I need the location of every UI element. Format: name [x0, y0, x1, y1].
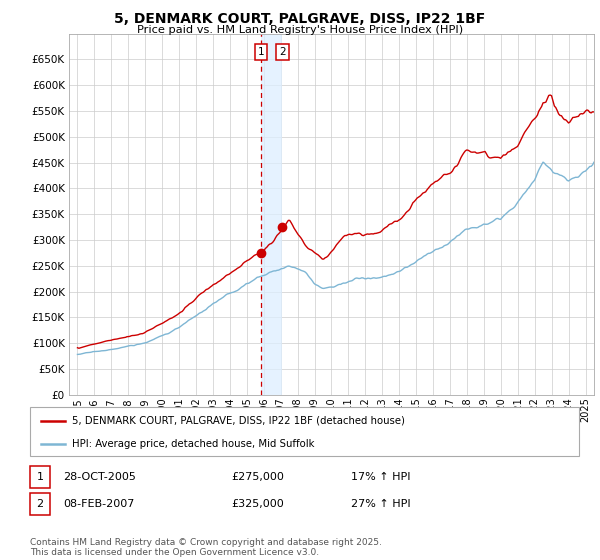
- Text: 1: 1: [37, 472, 43, 482]
- Text: 2: 2: [37, 499, 43, 509]
- Bar: [261, 34, 283, 395]
- Text: 08-FEB-2007: 08-FEB-2007: [63, 499, 134, 509]
- Text: £325,000: £325,000: [231, 499, 284, 509]
- Text: 2: 2: [279, 46, 286, 57]
- Text: Price paid vs. HM Land Registry's House Price Index (HPI): Price paid vs. HM Land Registry's House …: [137, 25, 463, 35]
- Text: 17% ↑ HPI: 17% ↑ HPI: [351, 472, 410, 482]
- Text: 1: 1: [257, 46, 264, 57]
- Text: HPI: Average price, detached house, Mid Suffolk: HPI: Average price, detached house, Mid …: [72, 439, 314, 449]
- Text: 28-OCT-2005: 28-OCT-2005: [63, 472, 136, 482]
- Text: Contains HM Land Registry data © Crown copyright and database right 2025.
This d: Contains HM Land Registry data © Crown c…: [30, 538, 382, 557]
- Text: 5, DENMARK COURT, PALGRAVE, DISS, IP22 1BF: 5, DENMARK COURT, PALGRAVE, DISS, IP22 1…: [115, 12, 485, 26]
- Text: £275,000: £275,000: [231, 472, 284, 482]
- Text: 27% ↑ HPI: 27% ↑ HPI: [351, 499, 410, 509]
- Text: 5, DENMARK COURT, PALGRAVE, DISS, IP22 1BF (detached house): 5, DENMARK COURT, PALGRAVE, DISS, IP22 1…: [72, 416, 405, 426]
